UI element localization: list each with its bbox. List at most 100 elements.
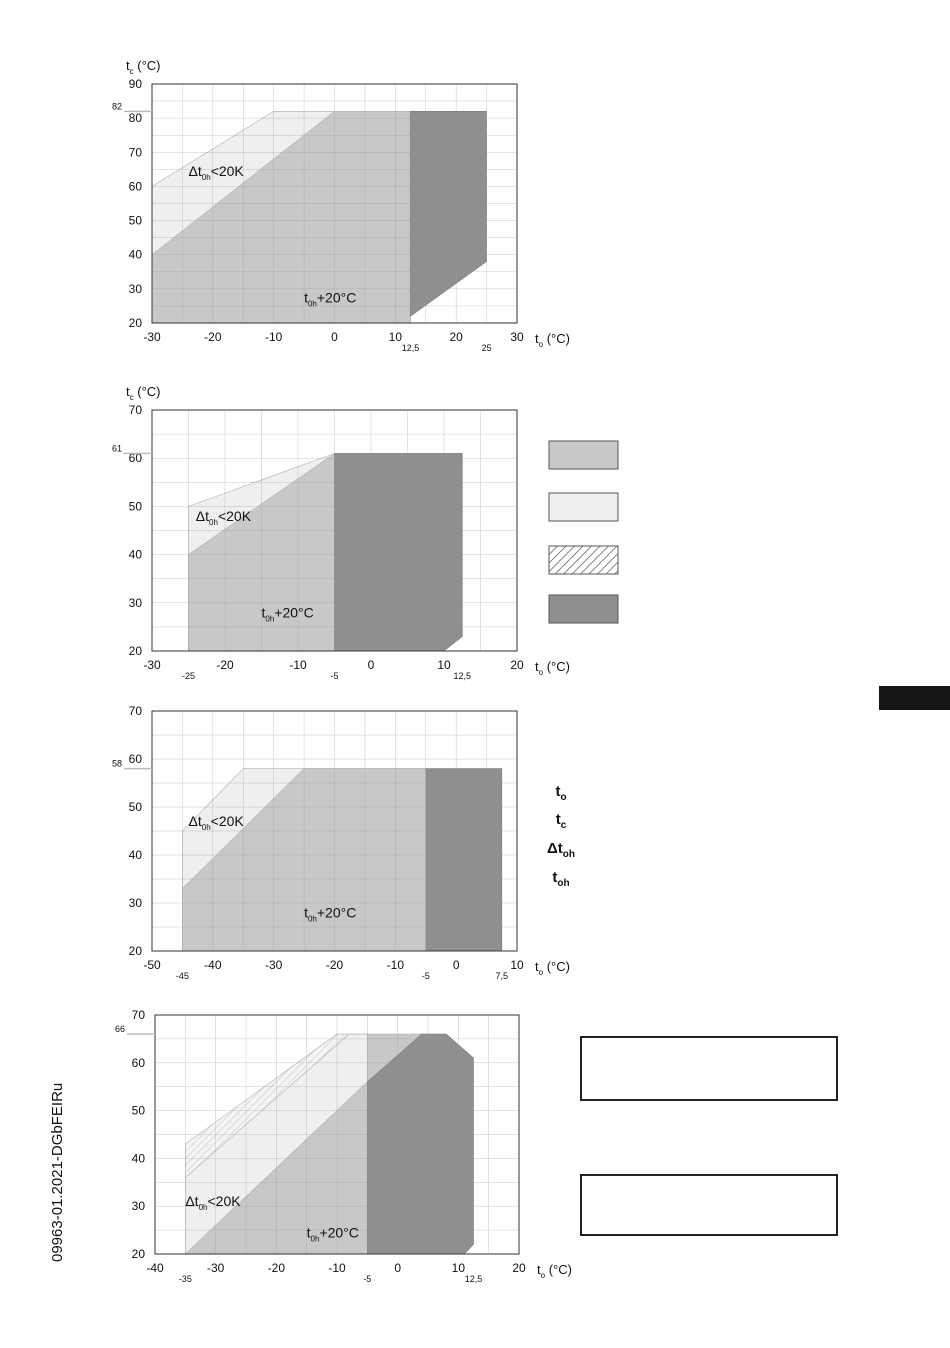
y-tick-label: 40 <box>129 548 143 562</box>
legend-swatch-1 <box>548 440 619 470</box>
x-axis-title: to (°C) <box>535 959 570 977</box>
y-tick-label: 50 <box>129 214 143 228</box>
y-tick-label: 60 <box>129 752 143 766</box>
legend-swatch-2 <box>548 492 619 522</box>
y-tick-label: 60 <box>129 179 143 193</box>
legend-symbol-2: tc <box>556 811 567 831</box>
x-tick-label: -10 <box>387 958 405 972</box>
x-extra-label: -45 <box>176 971 189 981</box>
x-tick-label: 0 <box>394 1261 401 1275</box>
x-tick-label: -10 <box>265 330 283 344</box>
x-tick-label: -40 <box>146 1261 164 1275</box>
legend-symbol-4: toh <box>552 869 569 889</box>
x-tick-label: -30 <box>143 330 161 344</box>
plot-frame <box>151 710 518 952</box>
x-extra-label: -35 <box>179 1274 192 1284</box>
chart-3: -50 -40 -30 -20 -10 0 10 20 30 40 50 60 70 -45 -5 7,5 58… <box>112 704 570 981</box>
y-tick-label: 20 <box>129 944 143 958</box>
x-tick-label: 10 <box>510 958 524 972</box>
annotation-2: t0h+20°C <box>304 904 356 923</box>
x-tick-label: -30 <box>207 1261 225 1275</box>
x-tick-label: 20 <box>449 330 463 344</box>
x-axis-title: to (°C) <box>537 1262 572 1280</box>
zone-dark-3 <box>334 453 463 652</box>
x-tick-label: -10 <box>289 658 307 672</box>
x-tick-label: 10 <box>452 1261 466 1275</box>
annotation-2: t0h+20°C <box>304 290 356 309</box>
y-tick-label: 70 <box>129 403 143 417</box>
x-extra-label: 12,5 <box>402 343 420 353</box>
x-tick-label: 0 <box>331 330 338 344</box>
y-tick-label: 40 <box>129 848 143 862</box>
x-extra-label: 25 <box>482 343 492 353</box>
x-tick-label: -20 <box>268 1261 286 1275</box>
y-tick-label: 30 <box>129 896 143 910</box>
x-tick-label: -40 <box>204 958 222 972</box>
charts-layer: -30 -20 -10 0 10 20 30 20 30 40 50 60 70 80 90 12,5 25 82… <box>112 58 572 1284</box>
x-extra-label: 12,5 <box>453 671 471 681</box>
y-extra-label: 58 <box>112 759 122 769</box>
info-box-top <box>580 1036 838 1101</box>
legend-swatch-3 <box>548 545 619 575</box>
x-tick-label: -30 <box>265 958 283 972</box>
x-tick-label: -20 <box>204 330 222 344</box>
x-extra-label: -5 <box>422 971 430 981</box>
y-tick-label: 30 <box>129 596 143 610</box>
section-tab-marker <box>879 686 950 710</box>
zone-dark-3 <box>425 768 503 952</box>
annotation-2: t0h+20°C <box>262 604 314 623</box>
y-axis-title: tc (°C) <box>126 384 160 402</box>
annotation-2: t0h+20°C <box>307 1224 359 1243</box>
y-tick-label: 40 <box>129 248 143 262</box>
x-tick-label: 20 <box>512 1261 526 1275</box>
x-axis-title: to (°C) <box>535 331 570 349</box>
chart-2: -30 -20 -10 0 10 20 20 30 40 50 60 70 -25 -5 12,5 61 to … <box>112 384 570 681</box>
y-tick-label: 50 <box>129 499 143 513</box>
x-extra-label: 12,5 <box>465 1274 483 1284</box>
annotation-1: Δt0h<20K <box>196 508 252 527</box>
y-tick-label: 30 <box>132 1199 146 1213</box>
y-tick-label: 70 <box>129 145 143 159</box>
y-extra-label: 66 <box>115 1024 125 1034</box>
x-tick-label: -20 <box>326 958 344 972</box>
annotation-1: Δt0h<20K <box>185 1193 241 1212</box>
y-tick-label: 20 <box>129 644 143 658</box>
y-tick-label: 30 <box>129 282 143 296</box>
y-tick-label: 80 <box>129 111 143 125</box>
x-extra-label: -5 <box>330 671 338 681</box>
y-tick-label: 60 <box>132 1056 146 1070</box>
y-extra-label: 61 <box>112 443 122 453</box>
x-tick-label: -10 <box>328 1261 346 1275</box>
y-tick-label: 20 <box>129 316 143 330</box>
x-tick-label: 20 <box>510 658 524 672</box>
info-box-bottom <box>580 1174 838 1236</box>
y-tick-label: 20 <box>132 1247 146 1261</box>
x-tick-label: -50 <box>143 958 161 972</box>
legend-symbol-3: Δtoh <box>547 840 575 860</box>
plot-frame <box>151 409 518 652</box>
legend: to tc Δtoh toh <box>547 440 619 889</box>
chart-4: -40 -30 -20 -10 0 10 20 20 30 40 50 60 70 -35 -5 12,5 66… <box>115 1008 572 1284</box>
x-tick-label: -30 <box>143 658 161 672</box>
legend-symbol-1: to <box>555 783 566 803</box>
plot-frame <box>154 1014 520 1255</box>
y-tick-label: 90 <box>129 77 143 91</box>
x-tick-label: -20 <box>216 658 234 672</box>
plot-frame <box>151 83 518 324</box>
x-tick-label: 0 <box>368 658 375 672</box>
annotation-1: Δt0h<20K <box>189 813 245 832</box>
x-tick-label: 10 <box>389 330 403 344</box>
y-extra-label: 82 <box>112 101 122 111</box>
y-tick-label: 70 <box>132 1008 146 1022</box>
x-tick-label: 10 <box>437 658 451 672</box>
legend-swatch-4 <box>548 594 619 624</box>
document-code: 09963-01.2021-DGbFEIRu <box>49 1083 66 1262</box>
x-extra-label: -25 <box>182 671 195 681</box>
x-extra-label: -5 <box>363 1274 371 1284</box>
chart-1: -30 -20 -10 0 10 20 30 20 30 40 50 60 70 80 90 12,5 25 82… <box>112 58 570 353</box>
y-axis-title: tc (°C) <box>126 58 160 76</box>
y-tick-label: 70 <box>129 704 143 718</box>
x-axis-title: to (°C) <box>535 659 570 677</box>
y-tick-label: 50 <box>132 1104 146 1118</box>
